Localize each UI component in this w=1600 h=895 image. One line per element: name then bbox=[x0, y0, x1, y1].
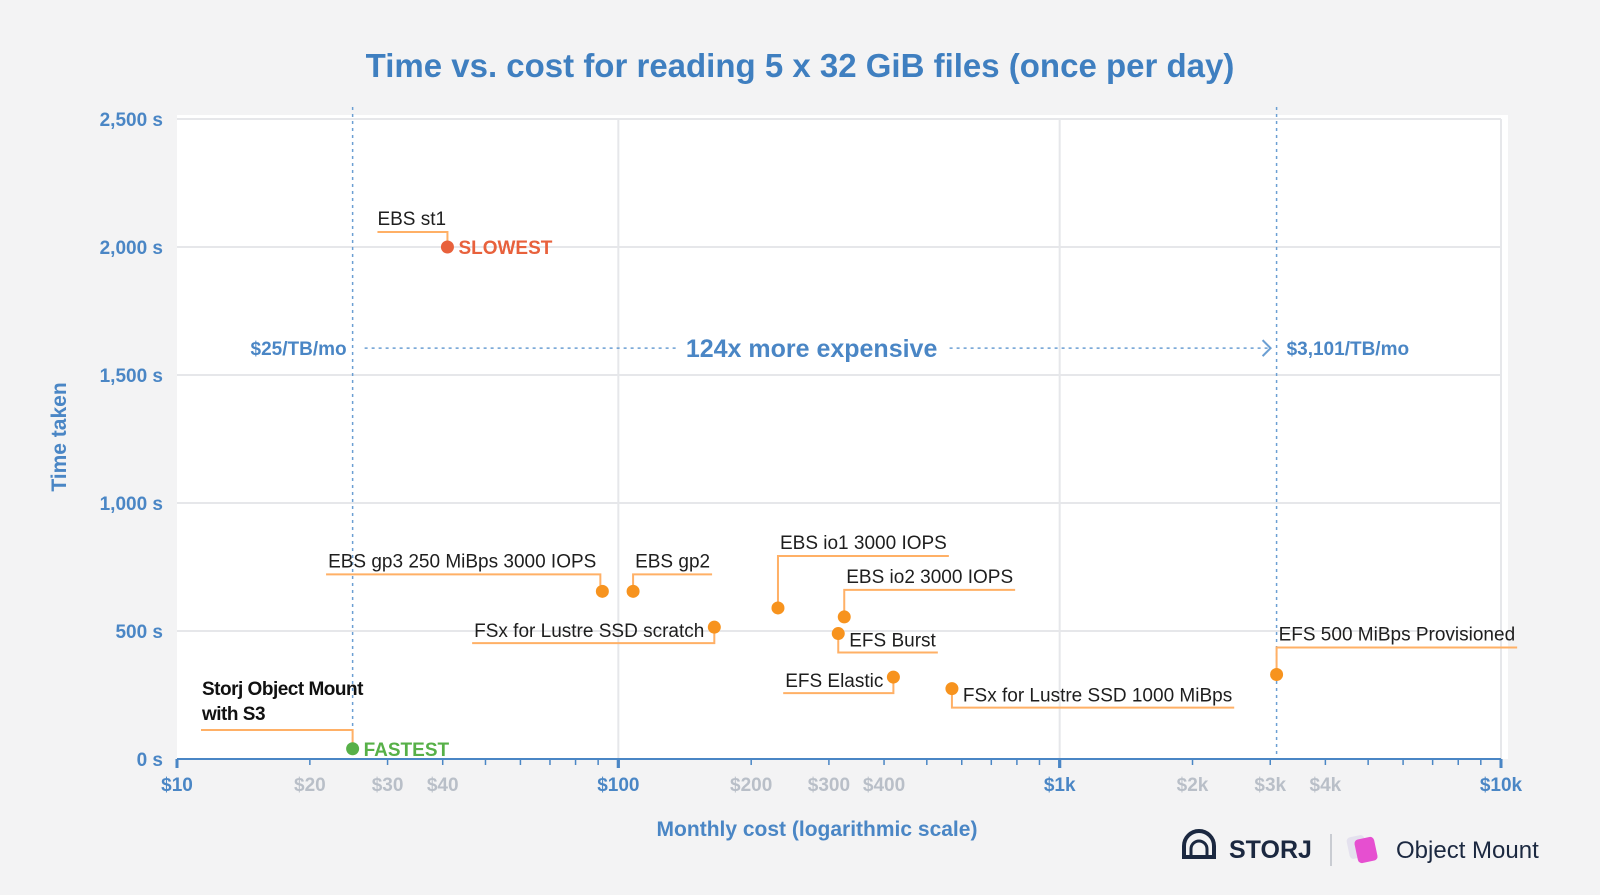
point-label: EBS io2 3000 IOPS bbox=[846, 567, 1013, 588]
point-label: EFS 500 MiBps Provisioned bbox=[1279, 625, 1516, 646]
x-tick-label: $300 bbox=[808, 775, 850, 796]
y-tick-label: 1,500 s bbox=[100, 366, 163, 387]
data-point bbox=[945, 682, 959, 696]
ref-price-right: $3,101/TB/mo bbox=[1287, 339, 1410, 360]
point-label: EBS st1 bbox=[377, 209, 446, 230]
cost-annotation: $25/TB/mo $3,101/TB/mo 124x more expensive bbox=[251, 335, 1410, 363]
storj-logo-icon bbox=[1182, 829, 1216, 859]
object-mount-logo-icon bbox=[1346, 835, 1378, 864]
x-tick-label: $2k bbox=[1177, 775, 1209, 796]
label-leader bbox=[632, 573, 713, 586]
x-tick-label: $4k bbox=[1310, 775, 1342, 796]
data-point bbox=[837, 610, 851, 624]
point-label: Storj Object Mount bbox=[202, 679, 364, 700]
label-leader bbox=[837, 639, 938, 654]
y-axis-ticks: 0 s 500 s 1,000 s 1,500 s 2,000 s 2,500 s bbox=[100, 110, 163, 771]
grid-lines bbox=[177, 118, 1502, 759]
data-point bbox=[831, 627, 845, 641]
x-tick-label: $1k bbox=[1044, 775, 1076, 796]
data-point bbox=[626, 584, 640, 598]
y-tick-label: 2,000 s bbox=[100, 238, 163, 259]
y-tick-label: 500 s bbox=[115, 622, 163, 643]
x-tick-label: $10k bbox=[1480, 775, 1523, 796]
point-label: EBS io1 3000 IOPS bbox=[780, 533, 947, 554]
arrow-head-icon bbox=[1261, 339, 1272, 357]
x-tick-label: $10 bbox=[161, 775, 193, 796]
x-axis-title: Monthly cost (logarithmic scale) bbox=[657, 818, 978, 841]
fastest-tag: FASTEST bbox=[364, 740, 450, 761]
data-point bbox=[886, 670, 900, 684]
x-tick-label: $30 bbox=[372, 775, 404, 796]
data-point bbox=[1270, 668, 1284, 682]
y-tick-label: 2,500 s bbox=[100, 110, 163, 131]
label-leader bbox=[783, 683, 895, 695]
point-labels: Storj Object Mount with S3 FASTEST EBS st1 S… bbox=[201, 209, 1515, 761]
label-leader bbox=[326, 573, 602, 586]
data-point bbox=[346, 742, 360, 756]
point-label-line2: with S3 bbox=[201, 704, 265, 725]
label-leader bbox=[950, 694, 1235, 709]
object-mount-wordmark: Object Mount bbox=[1396, 837, 1539, 864]
point-label: FSx for Lustre SSD 1000 MiBps bbox=[963, 686, 1232, 707]
point-label: EBS gp2 bbox=[635, 551, 710, 572]
point-label: FSx for Lustre SSD scratch bbox=[474, 621, 704, 642]
point-label: EFS Elastic bbox=[785, 671, 883, 692]
data-point bbox=[771, 601, 785, 615]
ref-price-left: $25/TB/mo bbox=[251, 339, 347, 360]
x-tick-label: $100 bbox=[597, 775, 639, 796]
slowest-tag: SLOWEST bbox=[458, 238, 552, 259]
data-point bbox=[440, 240, 454, 254]
data-points bbox=[346, 240, 1284, 756]
x-tick-label: $3k bbox=[1254, 775, 1286, 796]
storj-wordmark: STORJ bbox=[1229, 836, 1312, 864]
label-leader bbox=[843, 588, 1016, 611]
label-leader bbox=[472, 633, 716, 645]
x-axis: $10 $20 $30 $40 $100 $200 $300 $400 $1k $2k $3k $4k… bbox=[161, 758, 1523, 796]
chart-title: Time vs. cost for reading 5 x 32 GiB fil… bbox=[366, 47, 1235, 84]
data-point bbox=[595, 584, 609, 598]
y-axis-title: Time taken bbox=[48, 382, 71, 491]
x-tick-label: $200 bbox=[730, 775, 772, 796]
label-leader bbox=[776, 554, 949, 602]
point-label: EFS Burst bbox=[849, 631, 936, 652]
y-tick-label: 0 s bbox=[137, 750, 163, 771]
label-leader bbox=[1275, 646, 1518, 669]
point-label: EBS gp3 250 MiBps 3000 IOPS bbox=[328, 551, 596, 572]
y-tick-label: 1,000 s bbox=[100, 494, 163, 515]
x-tick-label: $40 bbox=[427, 775, 459, 796]
x-tick-label: $400 bbox=[863, 775, 905, 796]
data-point bbox=[707, 620, 721, 634]
brand-footer: STORJ Object Mount bbox=[1182, 829, 1539, 866]
annotation-text: 124x more expensive bbox=[686, 335, 938, 363]
x-tick-label: $20 bbox=[294, 775, 326, 796]
